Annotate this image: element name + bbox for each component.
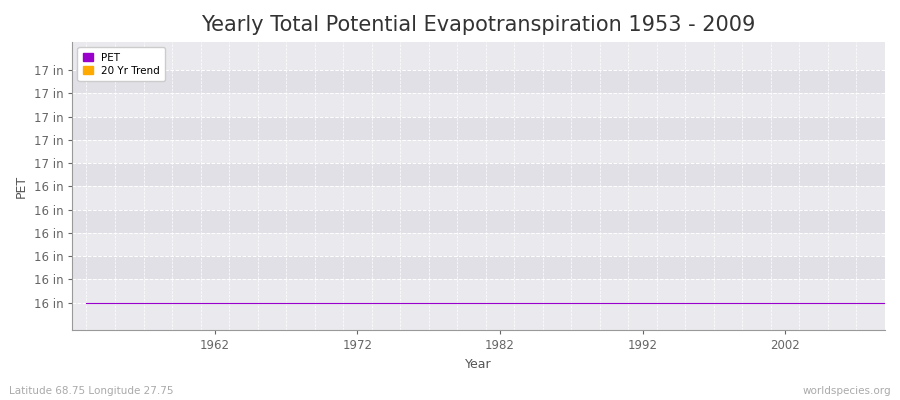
Bar: [72, 163, 885, 186]
X-axis label: Year: Year: [465, 358, 492, 371]
Bar: [72, 93, 885, 116]
Bar: [72, 279, 885, 302]
Bar: [72, 140, 885, 163]
Bar: [72, 70, 885, 93]
Bar: [72, 233, 885, 256]
Y-axis label: PET: PET: [15, 175, 28, 198]
Bar: [72, 210, 885, 233]
Text: Latitude 68.75 Longitude 27.75: Latitude 68.75 Longitude 27.75: [9, 386, 174, 396]
Title: Yearly Total Potential Evapotranspiration 1953 - 2009: Yearly Total Potential Evapotranspiratio…: [202, 15, 756, 35]
Bar: [72, 116, 885, 140]
Legend: PET, 20 Yr Trend: PET, 20 Yr Trend: [77, 47, 166, 81]
Bar: [72, 256, 885, 279]
Bar: [72, 186, 885, 210]
Text: worldspecies.org: worldspecies.org: [803, 386, 891, 396]
